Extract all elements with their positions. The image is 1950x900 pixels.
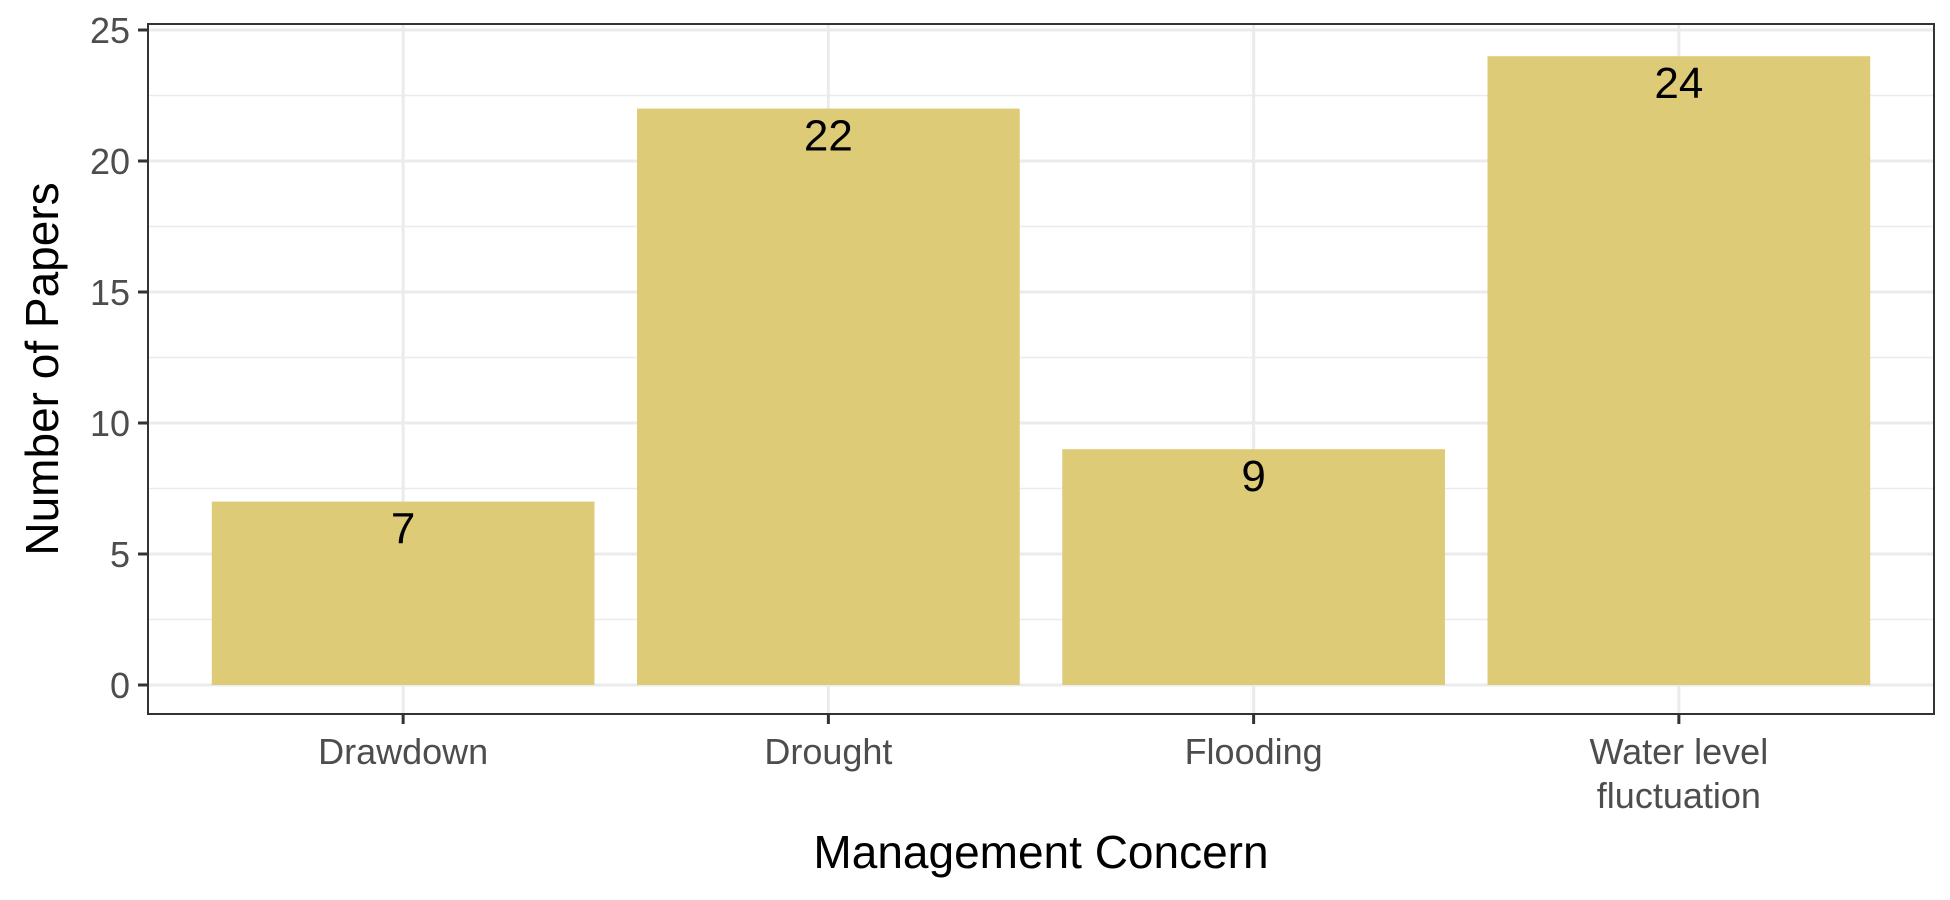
bar — [211, 501, 595, 685]
x-tick-label: Water level fluctuation — [1589, 731, 1768, 816]
bar — [1062, 449, 1445, 685]
data-label: 7 — [391, 505, 415, 554]
x-axis: Drawdown Drought Flooding Water level fluctu… — [318, 714, 1768, 816]
y-tick-label: 10 — [90, 403, 130, 444]
x-tick-label: Flooding — [1185, 731, 1323, 772]
y-axis-title: Number of Papers — [16, 182, 68, 555]
data-label: 22 — [804, 112, 853, 161]
panel-border — [147, 23, 1935, 715]
data-label: 9 — [1241, 452, 1265, 501]
y-tick-label: 0 — [110, 665, 130, 706]
y-tick-label: 5 — [110, 534, 130, 575]
data-labels: 7 22 9 24 — [391, 59, 1703, 553]
x-tick-label: Drawdown — [318, 731, 488, 772]
y-tick-label: 20 — [90, 141, 130, 182]
y-tick-label: 15 — [90, 272, 130, 313]
bar — [1487, 56, 1871, 685]
bars — [211, 56, 1871, 686]
bar — [637, 108, 1020, 686]
y-axis: 0 5 10 15 20 25 — [90, 10, 148, 706]
y-tick-label: 25 — [90, 10, 130, 51]
x-tick-label: Drought — [764, 731, 892, 772]
data-label: 24 — [1654, 59, 1703, 108]
x-axis-title: Management Concern — [813, 826, 1268, 878]
